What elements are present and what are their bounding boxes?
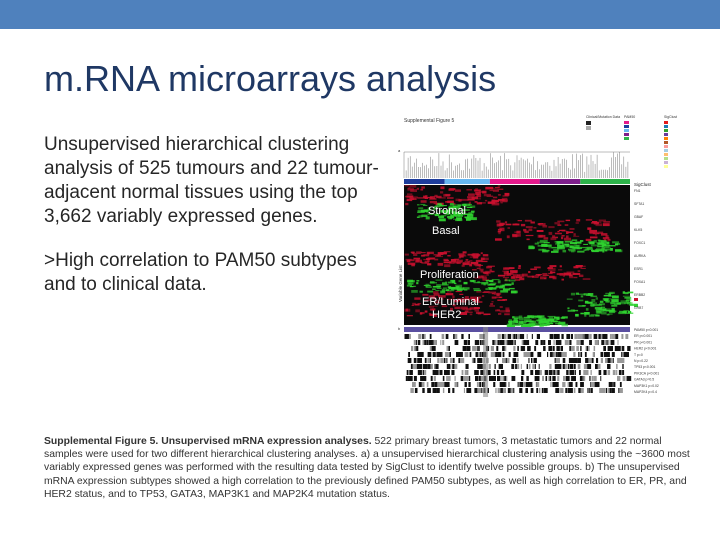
panel-a-label: a — [398, 148, 401, 153]
gene-labels: FN1 SFTA1 GBAF KLK5 FOXC1 AURKA ESR1 FOXA1 ERBB2… — [634, 189, 646, 310]
clustering-figure: Supplemental Figure 5 Clinical/Mutation … — [396, 112, 698, 404]
legend-title-2: PAM50 — [624, 115, 635, 119]
track-label: HER2 p<0.001 — [634, 347, 656, 351]
top-accent-bar — [0, 0, 720, 29]
track-label: PAM50 p<0.001 — [634, 328, 658, 332]
track-label: N p=0.22 — [634, 359, 648, 363]
body-paragraph-1: Unsupervised hierarchical clustering ana… — [44, 134, 379, 227]
gene-label: FN1 — [634, 189, 641, 193]
slide-title: m.RNA microarrays analysis — [44, 58, 497, 99]
track-label: T p=0 — [634, 353, 643, 357]
dendrogram — [403, 151, 630, 178]
gene-label: GBAF — [634, 215, 643, 219]
body-paragraph-2: >High correlation to PAM50 subtypes and … — [44, 250, 357, 295]
legend-title-1: Clinical/Mutation Data — [586, 115, 620, 119]
gene-label: KLK5 — [634, 228, 642, 232]
expression-heatmap — [404, 185, 638, 328]
track-label: PIK3CA p<0.001 — [634, 371, 659, 375]
gene-label: AURKA — [634, 254, 646, 258]
track-labels: PAM50 p<0.001 ER p<0.001 PR p<0.001 HER2 p<… — [634, 328, 659, 394]
track-label: MAP3K1 p=0.02 — [634, 384, 659, 388]
gene-label: FOXA1 — [634, 280, 645, 284]
caption-text: 522 primary breast tumors, 3 metastatic … — [44, 436, 690, 500]
panel-b-label: b — [398, 326, 401, 331]
clinical-tracks — [404, 327, 632, 397]
slide-body: Unsupervised hierarchical clustering ana… — [44, 133, 384, 317]
figure-caption: Supplemental Figure 5. Unsupervised mRNA… — [44, 435, 694, 501]
cluster-label-er-luminal: ER/Luminal — [422, 296, 479, 308]
track-label: MAP2K4 p=0.4 — [634, 390, 657, 394]
y-axis-label: Variable Gene List — [398, 265, 403, 302]
track-label: GATA3 p=0.5 — [634, 378, 654, 382]
track-label: TP53 p<0.001 — [634, 365, 656, 369]
cluster-label-proliferation: Proliferation — [420, 269, 479, 281]
figure-header: Supplemental Figure 5 — [404, 118, 455, 124]
gene-label: ESR1 — [634, 267, 643, 271]
gene-label: ERBB2 — [634, 293, 645, 297]
cluster-label-her2: HER2 — [432, 309, 461, 321]
track-label: ER p<0.001 — [634, 334, 652, 338]
track-label: PR p<0.001 — [634, 340, 652, 344]
figure-legend: Clinical/Mutation Data PAM50 SigClust — [586, 115, 677, 168]
gene-label: SFTA1 — [634, 202, 644, 206]
cluster-labels: Stromal Basal Proliferation ER/Luminal H… — [420, 205, 479, 321]
sigclust-label: SigClust — [634, 182, 652, 187]
cluster-label-stromal: Stromal — [428, 205, 466, 217]
legend-title-3: SigClust — [664, 115, 677, 119]
cluster-color-bars — [404, 179, 630, 184]
gene-label: GRB7 — [634, 306, 643, 310]
cluster-label-basal: Basal — [432, 225, 460, 237]
caption-bold: Supplemental Figure 5. Unsupervised mRNA… — [44, 436, 372, 447]
gene-label: FOXC1 — [634, 241, 645, 245]
